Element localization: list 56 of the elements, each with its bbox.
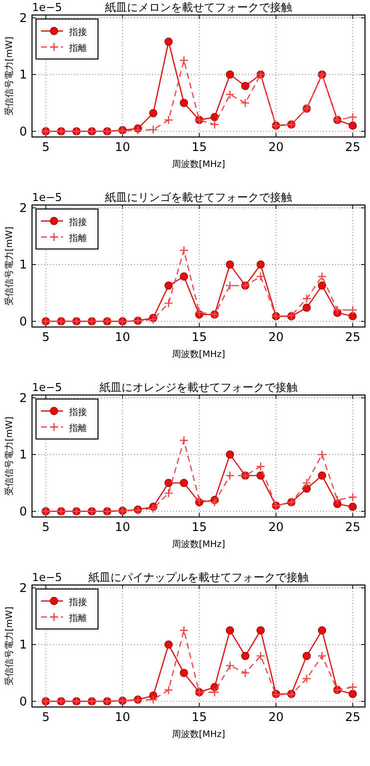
y-tick-label: 1 bbox=[19, 448, 27, 462]
x-tick-label: 25 bbox=[345, 330, 360, 344]
x-tick-label: 15 bbox=[192, 520, 207, 534]
x-tick-label: 15 bbox=[192, 330, 207, 344]
legend-label: 指接 bbox=[69, 408, 87, 418]
text: 1e−5 bbox=[32, 1, 62, 14]
legend-label: 指離 bbox=[69, 44, 87, 54]
x-tick-label: 25 bbox=[345, 140, 360, 154]
chart-title: 紙皿にリンゴを載せてフォークで接触 bbox=[105, 191, 292, 204]
legend-label: 指離 bbox=[69, 424, 87, 434]
legend-label: 指離 bbox=[69, 614, 87, 624]
x-tick-label: 25 bbox=[345, 710, 360, 724]
x-tick-label: 15 bbox=[192, 710, 207, 724]
y-tick-label: 0 bbox=[19, 314, 27, 328]
x-tick-label: 10 bbox=[114, 330, 130, 344]
y-tick-label: 2 bbox=[19, 200, 27, 215]
y-tick-label: 0 bbox=[19, 504, 27, 518]
x-tick-label: 20 bbox=[268, 330, 284, 344]
y-axis-title: 受信信号電力[mW] bbox=[4, 36, 15, 116]
x-tick-label: 20 bbox=[268, 520, 284, 534]
y-axis-title: 受信信号電力[mW] bbox=[4, 226, 15, 306]
y-tick-label: 2 bbox=[19, 580, 27, 595]
y-tick-label: 2 bbox=[19, 390, 27, 405]
text: 1e−5 bbox=[32, 191, 62, 204]
x-tick-label: 10 bbox=[114, 140, 130, 154]
y-tick-label: 1 bbox=[19, 68, 27, 82]
chart-title: 紙皿にパイナップルを載せてフォークで接触 bbox=[88, 571, 308, 584]
x-tick-label: 20 bbox=[268, 140, 284, 154]
y-tick-label: 1 bbox=[19, 258, 27, 272]
x-tick-label: 15 bbox=[192, 140, 207, 154]
legend-label: 指離 bbox=[69, 234, 87, 244]
x-tick-label: 25 bbox=[345, 520, 360, 534]
x-axis-title: 周波数[MHz] bbox=[172, 729, 226, 740]
legend-label: 指接 bbox=[69, 598, 87, 608]
text: 1e−5 bbox=[32, 381, 62, 394]
x-axis-title: 周波数[MHz] bbox=[172, 349, 226, 360]
x-tick-label: 5 bbox=[42, 140, 50, 154]
chart-title: 紙皿にメロンを載せてフォークで接触 bbox=[105, 1, 292, 14]
legend-label: 指接 bbox=[69, 218, 87, 228]
x-tick-label: 10 bbox=[114, 710, 130, 724]
x-tick-label: 5 bbox=[42, 710, 50, 724]
text: 1e−5 bbox=[32, 571, 62, 584]
legend-label: 指接 bbox=[69, 28, 87, 38]
chart-title: 紙皿にオレンジを載せてフォークで接触 bbox=[100, 381, 298, 394]
x-tick-label: 5 bbox=[42, 330, 50, 344]
x-axis-title: 周波数[MHz] bbox=[172, 159, 226, 170]
y-tick-label: 0 bbox=[19, 694, 27, 708]
x-axis-title: 周波数[MHz] bbox=[172, 539, 226, 550]
y-axis-title: 受信信号電力[mW] bbox=[4, 416, 15, 496]
y-axis-title: 受信信号電力[mW] bbox=[4, 606, 15, 686]
y-tick-label: 1 bbox=[19, 638, 27, 652]
x-tick-label: 5 bbox=[42, 520, 50, 534]
y-tick-label: 0 bbox=[19, 124, 27, 138]
y-tick-label: 2 bbox=[19, 10, 27, 25]
x-tick-label: 10 bbox=[114, 520, 130, 534]
x-tick-label: 20 bbox=[268, 710, 284, 724]
